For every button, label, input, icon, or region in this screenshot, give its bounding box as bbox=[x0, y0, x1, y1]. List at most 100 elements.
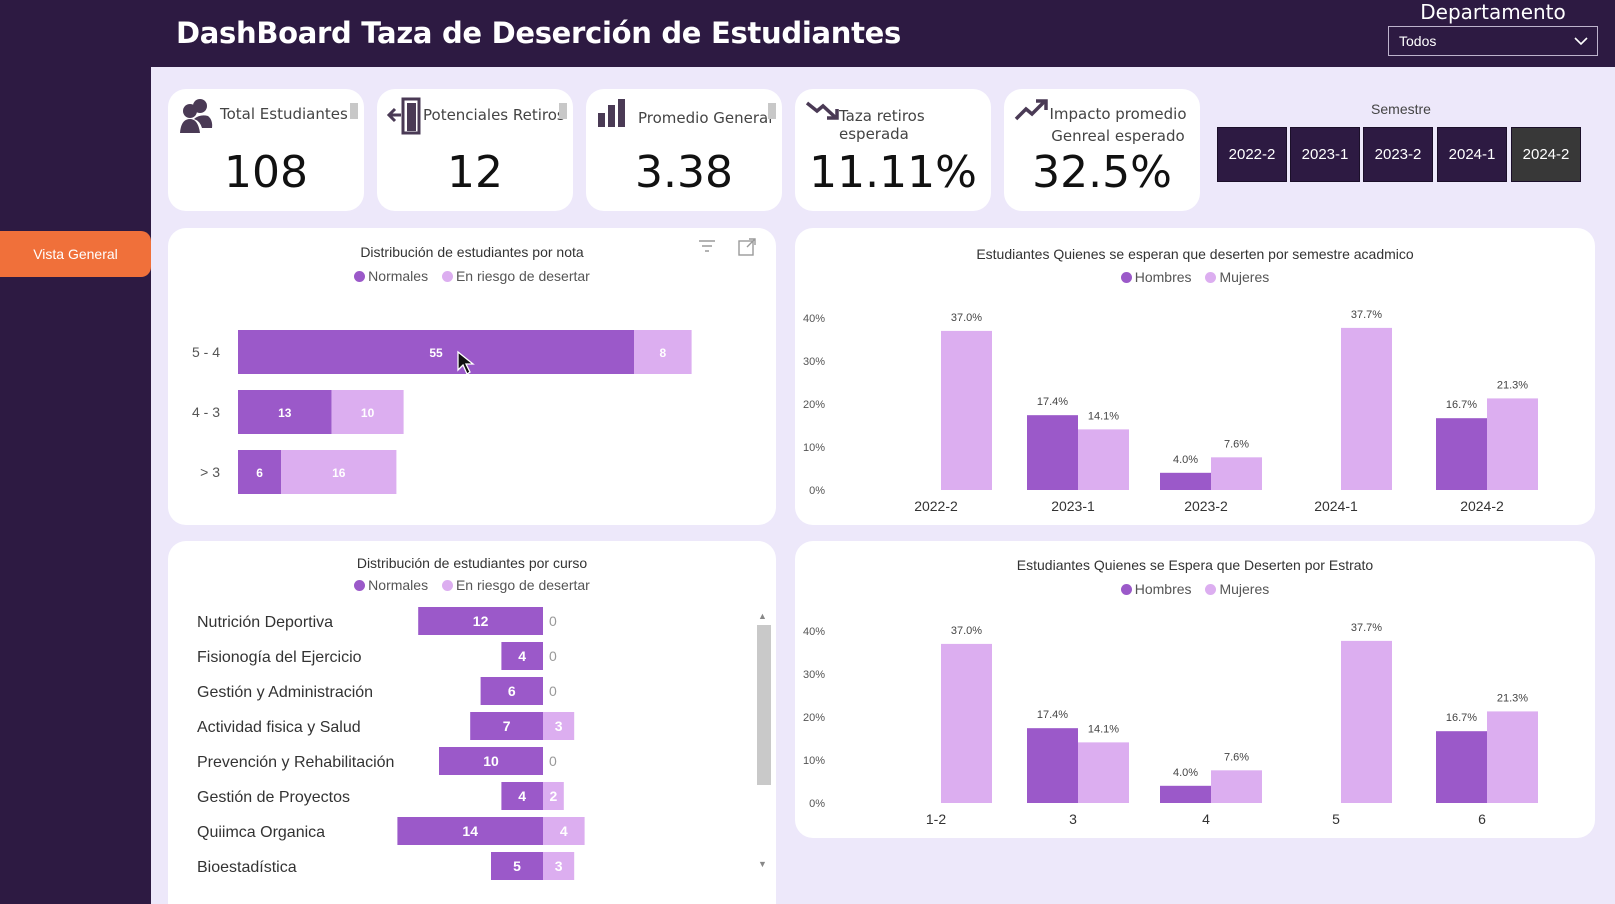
legend-dot bbox=[441, 580, 453, 591]
semester-button-2024-1[interactable]: 2024-1 bbox=[1437, 127, 1507, 182]
y-tick-label: 0% bbox=[809, 485, 825, 497]
data-label: 0 bbox=[549, 648, 557, 664]
bar-normales bbox=[418, 607, 543, 635]
legend-label: Hombres bbox=[1134, 581, 1192, 597]
legend-item[interactable]: En riesgo de desertar bbox=[441, 577, 590, 593]
data-label: 12 bbox=[473, 613, 489, 629]
data-label: 14.1% bbox=[1088, 723, 1119, 735]
column-bar bbox=[1211, 457, 1262, 490]
data-label: 8 bbox=[659, 346, 666, 360]
chart-legend: Hombres Mujeres bbox=[795, 581, 1595, 597]
legend-dot bbox=[1205, 272, 1217, 283]
kpi-value: 108 bbox=[224, 147, 308, 198]
kpi-card-potenciales-retiros: Potenciales Retiros 12 bbox=[377, 89, 573, 211]
chart-card-semestre: Estudiantes Quienes se esperan que deser… bbox=[795, 228, 1595, 525]
bar-normales bbox=[480, 677, 543, 705]
chart-legend: Normales En riesgo de desertar bbox=[168, 577, 776, 593]
visual-header-handle[interactable] bbox=[768, 103, 776, 119]
semester-button-2023-2[interactable]: 2023-2 bbox=[1363, 127, 1433, 182]
bar-segment bbox=[238, 450, 282, 494]
scroll-up-icon[interactable]: ▲ bbox=[758, 611, 767, 621]
bar-segment bbox=[331, 390, 404, 434]
course-label: Gestión y Administración bbox=[197, 684, 373, 701]
data-label: 17.4% bbox=[1037, 396, 1068, 408]
data-label: 4 bbox=[560, 823, 568, 839]
legend-item[interactable]: Hombres bbox=[1120, 581, 1192, 597]
data-label: 0 bbox=[549, 753, 557, 769]
legend-dot bbox=[354, 580, 366, 591]
column-chart-estrato: 0% 10% 20% 30% 40% 37.0% 1-2 17.4% 14.1% 3 4.0% 7.6… bbox=[803, 622, 1538, 827]
filter-icon[interactable] bbox=[698, 238, 716, 259]
data-label: 4.0% bbox=[1173, 454, 1198, 466]
data-label: 6 bbox=[508, 683, 516, 699]
course-label: Bioestadística bbox=[197, 859, 297, 876]
data-label: 17.4% bbox=[1037, 709, 1068, 721]
column-bar bbox=[1027, 728, 1078, 803]
column-bar bbox=[941, 330, 992, 490]
exit-icon bbox=[386, 97, 423, 140]
data-label: 2 bbox=[550, 788, 558, 804]
legend-item[interactable]: Normales bbox=[354, 268, 428, 284]
data-label: 4.0% bbox=[1173, 767, 1198, 779]
kpi-value: 12 bbox=[447, 147, 503, 198]
column-bar bbox=[941, 643, 992, 803]
chevron-down-icon bbox=[1573, 33, 1589, 52]
scrollbar[interactable]: ▲ ▼ bbox=[756, 611, 771, 873]
scrollbar-thumb[interactable] bbox=[757, 625, 771, 785]
focus-mode-icon[interactable] bbox=[738, 238, 756, 261]
y-tick-label: 0% bbox=[809, 798, 825, 810]
legend-item[interactable]: Mujeres bbox=[1205, 581, 1269, 597]
bar-chart-nota: 5 - 4 55 8 4 - 3 13 10 > 3 6 16 bbox=[192, 330, 692, 494]
scroll-down-icon[interactable]: ▼ bbox=[758, 859, 767, 869]
semester-button-2024-2[interactable]: 2024-2 bbox=[1511, 127, 1581, 182]
nav-vista-general[interactable]: Vista General bbox=[0, 231, 151, 277]
data-label: 0 bbox=[549, 683, 557, 699]
column-bar bbox=[1160, 472, 1211, 490]
visual-header-handle[interactable] bbox=[350, 103, 358, 119]
department-dropdown[interactable]: Todos bbox=[1388, 26, 1598, 56]
column-bar bbox=[1160, 785, 1211, 803]
x-tick-label: 2024-2 bbox=[1460, 498, 1504, 514]
data-label: 16.7% bbox=[1446, 712, 1477, 724]
data-label: 55 bbox=[429, 346, 443, 360]
column-bar bbox=[1487, 398, 1538, 490]
bar-segment bbox=[634, 330, 692, 374]
y-tick-label: 30% bbox=[803, 356, 825, 368]
bar-normales bbox=[397, 817, 543, 845]
column-bar bbox=[1341, 327, 1392, 490]
bar-normales bbox=[439, 747, 543, 775]
semester-button-2022-2[interactable]: 2022-2 bbox=[1217, 127, 1287, 182]
legend-item[interactable]: Mujeres bbox=[1205, 269, 1269, 285]
bar-segment bbox=[238, 390, 332, 434]
page-title: DashBoard Taza de Deserción de Estudiant… bbox=[176, 16, 901, 50]
y-tick-label: 40% bbox=[803, 313, 825, 325]
chart-title: Distribución de estudiantes por curso bbox=[356, 555, 588, 571]
semester-button-2023-1[interactable]: 2023-1 bbox=[1290, 127, 1360, 182]
course-label: Prevención y Rehabilitación bbox=[197, 754, 394, 771]
y-tick-label: > 3 bbox=[200, 464, 220, 480]
trend-up-icon bbox=[1014, 97, 1050, 128]
kpi-card-promedio-general: Promedio General 3.38 bbox=[586, 89, 782, 211]
bar-segment bbox=[238, 330, 634, 374]
data-label: 7.6% bbox=[1224, 751, 1249, 763]
y-tick-label: 5 - 4 bbox=[192, 344, 220, 360]
bar-segment bbox=[281, 450, 397, 494]
data-label: 5 bbox=[513, 858, 521, 874]
legend-item[interactable]: En riesgo de desertar bbox=[441, 268, 590, 284]
y-tick-label: 10% bbox=[803, 755, 825, 767]
department-label: Departamento bbox=[1420, 0, 1566, 24]
x-tick-label: 5 bbox=[1332, 811, 1340, 827]
legend-item[interactable]: Normales bbox=[354, 577, 428, 593]
bar-en-riesgo bbox=[543, 817, 585, 845]
visual-header-handle[interactable] bbox=[559, 103, 567, 119]
chart-card-curso: Distribución de estudiantes por curso No… bbox=[168, 541, 776, 904]
data-label: 10 bbox=[483, 753, 499, 769]
chart-title: Distribución de estudiantes por nota bbox=[360, 244, 584, 260]
column-bar bbox=[1487, 711, 1538, 803]
data-label: 3 bbox=[555, 858, 563, 874]
legend-item[interactable]: Hombres bbox=[1120, 269, 1192, 285]
x-tick-label: 6 bbox=[1478, 811, 1486, 827]
legend-dot bbox=[441, 271, 453, 282]
kpi-value: 32.5% bbox=[1032, 147, 1172, 198]
trend-down-icon bbox=[805, 97, 841, 128]
